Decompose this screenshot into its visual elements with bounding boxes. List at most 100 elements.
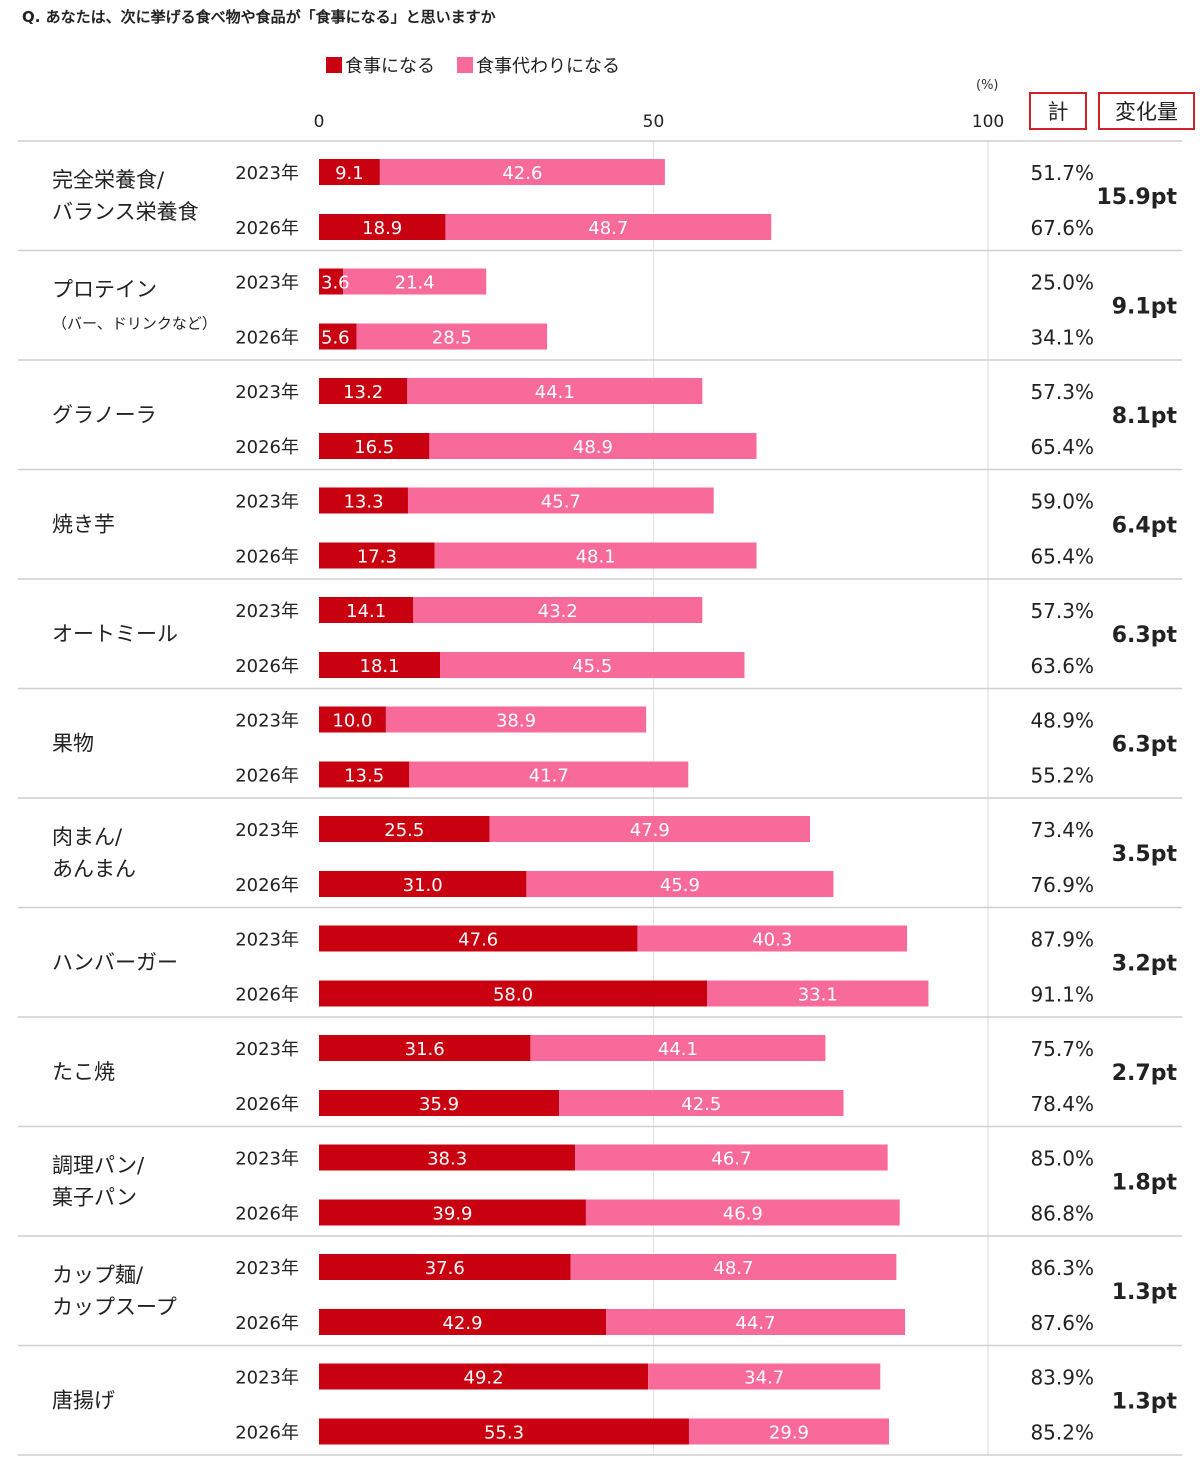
- year-label: 2026年: [235, 656, 299, 677]
- year-label: 2023年: [235, 820, 299, 841]
- bar-replacement: [526, 871, 834, 897]
- legend-swatch-replacement: [457, 57, 473, 73]
- bar-meal: [319, 980, 708, 1007]
- total-value: 75.7%: [1030, 1037, 1094, 1061]
- total-value: 86.8%: [1030, 1202, 1094, 1226]
- bar-replacement: [343, 268, 487, 295]
- bar-meal: [319, 1199, 586, 1226]
- total-value: 25.0%: [1030, 271, 1094, 295]
- year-label: 2026年: [235, 875, 299, 896]
- change-value: 8.1pt: [1112, 404, 1178, 429]
- bar-replacement: [489, 816, 811, 842]
- bar-meal: [319, 1418, 689, 1445]
- year-label: 2026年: [235, 766, 299, 787]
- data-label-replacement: 34.7: [744, 1368, 784, 1389]
- year-label: 2026年: [235, 1204, 299, 1225]
- bar-meal: [319, 159, 380, 185]
- data-label-replacement: 45.5: [572, 656, 612, 677]
- total-value: 59.0%: [1030, 490, 1094, 514]
- bar-meal: [319, 542, 435, 569]
- data-label-replacement: 40.3: [752, 930, 792, 951]
- change-value: 1.3pt: [1112, 1389, 1178, 1414]
- bar-meal: [319, 268, 344, 295]
- total-value: 87.9%: [1030, 928, 1094, 952]
- year-label: 2023年: [235, 1149, 299, 1170]
- data-label-meal: 3.6: [321, 273, 350, 294]
- unit-label: (%): [976, 78, 999, 93]
- bar-replacement: [429, 433, 757, 459]
- total-value: 67.6%: [1030, 216, 1094, 240]
- bar-replacement: [407, 487, 714, 514]
- data-label-replacement: 48.1: [576, 547, 616, 568]
- year-label: 2023年: [235, 492, 299, 513]
- bar-replacement: [637, 925, 908, 952]
- category-label: バランス栄養食: [52, 200, 199, 224]
- bar-meal: [319, 1090, 560, 1116]
- data-label-replacement: 42.6: [502, 163, 542, 184]
- category-label: 菓子パン: [52, 1185, 137, 1209]
- data-label-replacement: 44.7: [735, 1313, 775, 1334]
- bar-meal: [319, 1144, 576, 1171]
- category-label: 完全栄養食/: [52, 168, 165, 192]
- bar-replacement: [559, 1090, 844, 1116]
- data-label-replacement: 48.7: [713, 1258, 753, 1279]
- bar-meal: [319, 816, 490, 842]
- data-label-meal: 16.5: [354, 437, 394, 458]
- bar-meal: [319, 214, 446, 240]
- data-label-replacement: 33.1: [798, 985, 838, 1006]
- x-tick-label: 100: [972, 112, 1004, 132]
- data-label-meal: 58.0: [493, 985, 533, 1006]
- year-label: 2023年: [235, 1258, 299, 1279]
- bar-meal: [319, 871, 527, 897]
- category-label: ハンバーガー: [52, 950, 178, 974]
- total-value: 91.1%: [1030, 983, 1094, 1007]
- total-value: 76.9%: [1030, 873, 1094, 897]
- data-label-meal: 17.3: [357, 547, 397, 568]
- year-label: 2026年: [235, 547, 299, 568]
- bar-meal: [319, 925, 638, 952]
- total-value: 48.9%: [1030, 709, 1094, 733]
- total-value: 34.1%: [1030, 326, 1094, 350]
- legend: 食事になる 食事代わりになる: [326, 52, 620, 78]
- data-label-replacement: 44.1: [658, 1039, 698, 1060]
- total-value: 86.3%: [1030, 1256, 1094, 1280]
- data-label-replacement: 45.7: [541, 492, 581, 513]
- bar-replacement: [356, 323, 548, 350]
- data-label-meal: 9.1: [335, 163, 364, 184]
- year-label: 2023年: [235, 930, 299, 951]
- total-value: 57.3%: [1030, 599, 1094, 623]
- total-value: 65.4%: [1030, 435, 1094, 459]
- data-label-meal: 25.5: [384, 820, 424, 841]
- bar-meal: [319, 378, 408, 404]
- data-label-meal: 31.6: [405, 1039, 445, 1060]
- category-label: 焼き芋: [52, 512, 115, 536]
- bar-meal: [319, 433, 430, 459]
- year-label: 2026年: [235, 1313, 299, 1334]
- data-label-replacement: 45.9: [660, 875, 700, 896]
- category-label: カップ麺/: [52, 1263, 144, 1287]
- total-value: 85.2%: [1030, 1421, 1094, 1445]
- data-label-meal: 10.0: [332, 711, 372, 732]
- data-label-meal: 18.9: [362, 218, 402, 239]
- question-title: Q. あなたは、次に挙げる食べ物や食品が「食事になる」と思いますか: [22, 8, 496, 26]
- bar-replacement: [445, 214, 772, 240]
- total-value: 63.6%: [1030, 654, 1094, 678]
- bar-replacement: [409, 761, 689, 788]
- change-value: 3.5pt: [1112, 842, 1178, 867]
- bar-replacement: [570, 1254, 897, 1280]
- change-header: 変化量: [1098, 92, 1195, 130]
- change-value: 9.1pt: [1112, 294, 1178, 319]
- legend-label-replacement: 食事代わりになる: [476, 56, 620, 77]
- data-label-replacement: 29.9: [769, 1423, 809, 1444]
- year-label: 2026年: [235, 328, 299, 349]
- bar-meal: [319, 652, 441, 678]
- category-label: あんまん: [52, 857, 136, 881]
- data-label-meal: 47.6: [458, 930, 498, 951]
- total-value: 73.4%: [1030, 818, 1094, 842]
- data-label-replacement: 46.9: [723, 1204, 763, 1225]
- total-value: 55.2%: [1030, 764, 1094, 788]
- total-value: 57.3%: [1030, 380, 1094, 404]
- category-label: 調理パン/: [52, 1153, 145, 1177]
- year-label: 2026年: [235, 985, 299, 1006]
- bar-meal: [319, 1309, 607, 1335]
